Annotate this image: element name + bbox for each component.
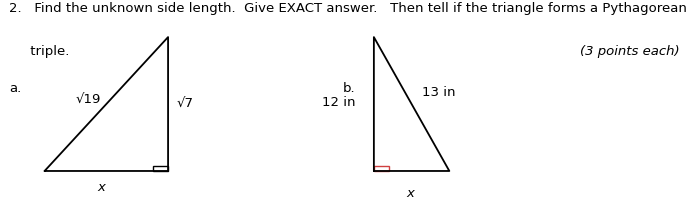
Text: triple.: triple. (9, 45, 69, 58)
Text: x: x (406, 187, 414, 200)
Text: (3 points each): (3 points each) (580, 45, 679, 58)
Text: √7: √7 (177, 96, 194, 110)
Text: 13 in: 13 in (422, 86, 456, 99)
Bar (374, 166, 389, 171)
Text: 2.   Find the unknown side length.  Give EXACT answer.   Then tell if the triang: 2. Find the unknown side length. Give EX… (9, 2, 686, 15)
Text: b.: b. (343, 82, 355, 95)
Bar (153, 166, 168, 171)
Text: x: x (97, 181, 106, 194)
Text: √19: √19 (75, 92, 100, 105)
Text: a.: a. (9, 82, 21, 95)
Text: 12 in: 12 in (322, 96, 355, 110)
